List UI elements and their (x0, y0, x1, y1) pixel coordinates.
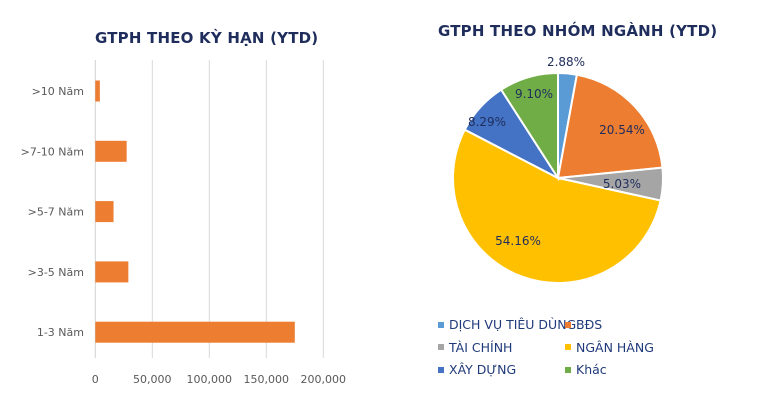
pie-data-label: 20.54% (599, 123, 645, 137)
pie-data-label: 5.03% (603, 177, 641, 191)
pie-data-label: 9.10% (515, 87, 553, 101)
legend-item: TÀI CHÍNH (438, 340, 512, 355)
bar (95, 321, 295, 343)
legend-swatch-icon (438, 366, 444, 373)
legend-label: BĐS (576, 317, 603, 332)
pie-data-label: 54.16% (495, 234, 541, 248)
x-tick-label: 0 (92, 373, 99, 386)
pie-slice (556, 73, 664, 180)
x-tick-label: 50,000 (133, 373, 172, 386)
bar (95, 201, 114, 223)
legend-swatch-icon (438, 321, 444, 328)
y-category-label: >3-5 Năm (28, 266, 84, 279)
pie-chart-title: GTPH THEO NHÓM NGÀNH (YTD) (438, 22, 718, 40)
legend-label: Khác (576, 362, 607, 377)
legend-item: DỊCH VỤ TIÊU DÙNG (438, 317, 576, 332)
legend-label: DỊCH VỤ TIÊU DÙNG (449, 317, 577, 332)
legend-swatch-icon (438, 344, 444, 350)
x-tick-label: 100,000 (187, 373, 233, 386)
y-category-label: 1-3 Năm (37, 326, 84, 339)
x-tick-label: 150,000 (244, 373, 290, 386)
legend-label: TÀI CHÍNH (449, 339, 513, 355)
y-category-label: >10 Năm (32, 85, 84, 98)
legend-item: XÂY DỰNG (438, 362, 516, 377)
legend-item: BĐS (565, 317, 602, 332)
legend-item: NGÂN HÀNG (565, 340, 654, 355)
bar (95, 80, 100, 102)
y-category-label: >7-10 Năm (21, 145, 84, 158)
x-tick-label: 200,000 (301, 373, 347, 386)
legend-label: NGÂN HÀNG (576, 339, 654, 355)
pie-slice (499, 71, 559, 182)
pie-data-label: 2.88% (547, 55, 585, 69)
legend-item: Khác (565, 362, 607, 377)
y-category-label: >5-7 Năm (28, 206, 84, 219)
bar-chart-title: GTPH THEO KỲ HẠN (YTD) (95, 29, 319, 47)
legend-label: XÂY DỰNG (449, 362, 517, 377)
legend-swatch-icon (565, 366, 571, 373)
bar (95, 140, 127, 162)
bar-chart: 0 50,000 100,000 150,000 200,000 >10 Năm >7-10… (21, 60, 347, 386)
pie-slice (452, 128, 662, 284)
legend-swatch-icon (565, 321, 571, 328)
legend-swatch-icon (565, 344, 571, 350)
bar (95, 261, 129, 283)
pie-data-label: 8.29% (468, 115, 506, 129)
